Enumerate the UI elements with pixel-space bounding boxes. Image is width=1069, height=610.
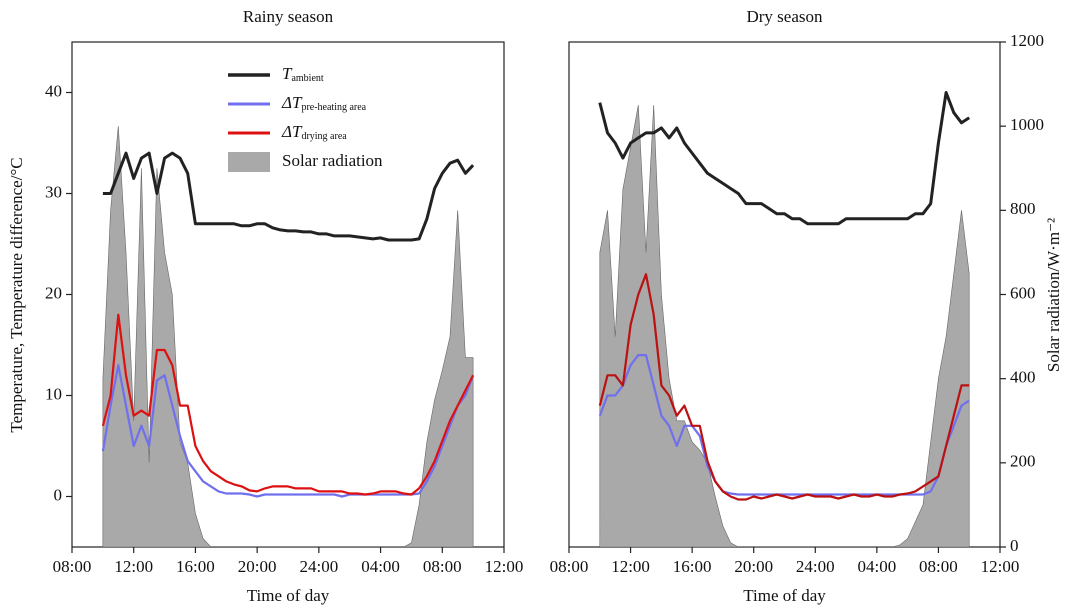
- panel-title: Dry season: [746, 7, 823, 26]
- x-tick-label: 04:00: [361, 557, 400, 576]
- x-tick-label: 24:00: [299, 557, 338, 576]
- plot-area: [598, 91, 971, 547]
- solar-area: [102, 126, 474, 547]
- plot-area: [101, 126, 475, 547]
- legend-name: Solar radiation: [282, 151, 383, 170]
- x-tick-label: 16:00: [673, 557, 712, 576]
- series-line: [598, 91, 971, 226]
- y2-tick-label: 800: [1010, 199, 1036, 218]
- y-tick-label: 20: [45, 283, 62, 302]
- panel-title: Rainy season: [243, 7, 334, 26]
- legend-swatch: [228, 152, 270, 172]
- x-tick-label: 20:00: [734, 557, 773, 576]
- x-tick-label: 08:00: [53, 557, 92, 576]
- legend-label: Tambient: [282, 64, 324, 84]
- y-tick-label: 0: [54, 485, 63, 504]
- legend-name: T: [282, 64, 293, 83]
- series-line: [101, 313, 475, 496]
- legend-label: ΔTpre-heating area: [281, 93, 367, 113]
- legend-name: ΔT: [281, 93, 303, 112]
- x-axis-label: Time of day: [743, 586, 826, 605]
- series-line: [598, 273, 970, 501]
- y2-tick-label: 1200: [1010, 31, 1044, 50]
- legend-subscript: ambient: [291, 73, 323, 84]
- y2-tick-label: 600: [1010, 283, 1036, 302]
- y2-axis-label: Solar radiation/W·m⁻²: [1044, 218, 1063, 372]
- legend-label: ΔTdrying area: [281, 122, 347, 142]
- y2-tick-label: 400: [1010, 368, 1036, 387]
- series-line: [102, 151, 475, 242]
- x-tick-label: 12:00: [114, 557, 153, 576]
- x-tick-label: 20:00: [238, 557, 277, 576]
- y-tick-label: 10: [45, 384, 62, 403]
- x-tick-label: 08:00: [423, 557, 462, 576]
- x-tick-label: 24:00: [796, 557, 835, 576]
- x-tick-label: 16:00: [176, 557, 215, 576]
- y2-tick-label: 1000: [1010, 115, 1044, 134]
- y-axis-label: Temperature, Temperature difference/°C: [7, 157, 26, 432]
- legend-label: Solar radiation: [282, 151, 383, 170]
- y-tick-label: 40: [45, 81, 62, 100]
- x-tick-label: 12:00: [485, 557, 524, 576]
- legend-name: ΔT: [281, 122, 303, 141]
- y2-tick-label: 0: [1010, 536, 1019, 555]
- y2-tick-label: 200: [1010, 452, 1036, 471]
- solar-area: [599, 105, 970, 547]
- x-tick-label: 04:00: [857, 557, 896, 576]
- x-axis-label: Time of day: [247, 586, 330, 605]
- x-tick-label: 08:00: [919, 557, 958, 576]
- legend-subscript: pre-heating area: [301, 102, 366, 113]
- y-tick-label: 30: [45, 182, 62, 201]
- x-tick-label: 08:00: [550, 557, 589, 576]
- legend-subscript: drying area: [301, 131, 347, 142]
- x-tick-label: 12:00: [611, 557, 650, 576]
- x-tick-label: 12:00: [981, 557, 1020, 576]
